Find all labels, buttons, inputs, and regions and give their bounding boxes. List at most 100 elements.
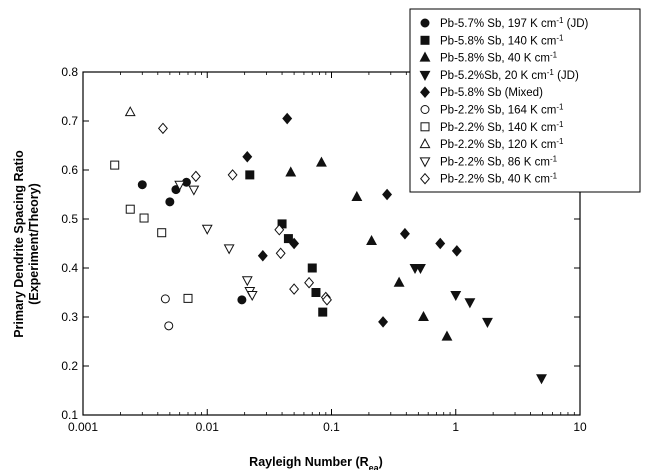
data-point bbox=[157, 228, 167, 238]
data-point bbox=[415, 264, 426, 275]
series-group bbox=[174, 180, 258, 302]
data-point bbox=[183, 293, 193, 303]
data-point bbox=[283, 234, 293, 244]
data-point bbox=[382, 188, 393, 201]
data-points bbox=[110, 106, 547, 385]
series-group bbox=[242, 112, 462, 328]
x-tick-label: 10 bbox=[573, 420, 587, 434]
legend-marker bbox=[420, 105, 430, 114]
data-point bbox=[223, 244, 235, 255]
x-axis-title-end: ) bbox=[379, 455, 383, 469]
legend-marker bbox=[420, 172, 430, 185]
x-axis-title: Rayleigh Number (Rea) bbox=[249, 455, 383, 470]
data-point bbox=[241, 276, 253, 287]
legend-label: Pb-5.8% Sb (Mixed) bbox=[440, 87, 543, 99]
y-axis-title-line1: Primary Dendrite Spacing Ratio bbox=[12, 150, 26, 338]
data-point bbox=[536, 374, 547, 385]
legend-label-superscript: -1 bbox=[556, 16, 564, 25]
legend-label-main: Pb-5.7% Sb, 197 K cm bbox=[440, 18, 556, 30]
data-point bbox=[201, 224, 213, 235]
data-point bbox=[441, 330, 453, 341]
y-tick-label: 0.4 bbox=[61, 261, 78, 275]
y-tick-label: 0.1 bbox=[61, 408, 78, 422]
legend-marker bbox=[420, 122, 430, 132]
legend-label-main: Pb-2.2% Sb, 40 K cm bbox=[440, 174, 550, 186]
legend-label-tail: (JD) bbox=[563, 18, 588, 30]
legend-label-main: Pb-5.8% Sb, 40 K cm bbox=[440, 53, 550, 65]
series-group bbox=[110, 160, 193, 303]
data-point bbox=[451, 245, 462, 257]
x-axis-title-subscript: ea bbox=[369, 463, 380, 470]
legend-entry: Pb-2.2% Sb, 140 K cm-1 bbox=[420, 119, 564, 134]
legend-entry: Pb-5.8% Sb, 40 K cm-1 bbox=[419, 50, 558, 65]
data-point bbox=[289, 283, 300, 295]
data-point bbox=[124, 106, 136, 117]
data-point bbox=[435, 237, 446, 250]
legend-label-superscript: -1 bbox=[550, 154, 558, 163]
data-point bbox=[157, 122, 168, 135]
data-point bbox=[450, 290, 462, 302]
data-point bbox=[164, 321, 174, 331]
legend-label: Pb-2.2% Sb, 164 K cm-1 bbox=[440, 102, 564, 117]
legend-label-superscript: -1 bbox=[550, 171, 558, 180]
legend-entry: Pb-2.2% Sb, 120 K cm-1 bbox=[419, 137, 564, 152]
data-point bbox=[351, 190, 363, 201]
legend-entry: Pb-5.8% Sb (Mixed) bbox=[420, 86, 543, 99]
data-point bbox=[227, 169, 238, 181]
legend-label-superscript: -1 bbox=[550, 50, 558, 59]
y-axis-title: Primary Dendrite Spacing Ratio (Experime… bbox=[12, 150, 41, 338]
legend-marker bbox=[419, 157, 431, 168]
legend-label-main: Pb-2.2% Sb, 164 K cm bbox=[440, 105, 556, 117]
legend-label: Pb-5.8% Sb, 40 K cm-1 bbox=[440, 50, 558, 65]
legend-label-superscript: -1 bbox=[556, 102, 564, 111]
series-group bbox=[285, 156, 453, 341]
data-point bbox=[275, 247, 286, 260]
legend-marker bbox=[419, 70, 431, 81]
axis-ticks: 0.1 0.2 0.3 0.4 0.5 0.6 0.7 0.8 0.001 0.01 0.1 1 10 bbox=[61, 65, 587, 434]
data-point bbox=[125, 204, 135, 214]
legend-label-tail: (JD) bbox=[554, 70, 579, 82]
legend-label: Pb-5.2%Sb, 20 K cm-1 (JD) bbox=[440, 67, 579, 82]
x-tick-label: 0.001 bbox=[68, 420, 98, 434]
legend-entry: Pb-2.2% Sb, 86 K cm-1 bbox=[419, 154, 558, 168]
data-point bbox=[399, 227, 410, 240]
series-group bbox=[160, 294, 174, 331]
series-group bbox=[137, 177, 247, 305]
legend-label-superscript: -1 bbox=[556, 137, 564, 146]
legend-marker bbox=[419, 138, 431, 149]
legend-label-superscript: -1 bbox=[556, 33, 564, 42]
y-axis-title-line2: (Experiment/Theory) bbox=[27, 183, 41, 305]
data-point bbox=[139, 213, 149, 223]
x-tick-label: 1 bbox=[452, 420, 459, 434]
x-axis-title-main: Rayleigh Number (R bbox=[249, 455, 368, 469]
legend-label-superscript: -1 bbox=[556, 119, 564, 128]
legend-label: Pb-2.2% Sb, 120 K cm-1 bbox=[440, 137, 564, 152]
series-group bbox=[245, 170, 328, 317]
legend-box bbox=[409, 8, 641, 193]
legend-label: Pb-5.7% Sb, 197 K cm-1 (JD) bbox=[440, 16, 589, 31]
data-point bbox=[274, 224, 285, 236]
series-group bbox=[124, 106, 136, 117]
data-point bbox=[378, 316, 389, 328]
legend-label-main: Pb-2.2% Sb, 120 K cm bbox=[440, 139, 556, 151]
data-point bbox=[188, 185, 200, 196]
legend-label: Pb-2.2% Sb, 40 K cm-1 bbox=[440, 171, 558, 186]
data-point bbox=[174, 180, 186, 191]
x-tick-label: 0.01 bbox=[196, 420, 220, 434]
legend-label: Pb-5.8% Sb, 140 K cm-1 bbox=[440, 33, 564, 48]
data-point bbox=[418, 310, 429, 321]
data-point bbox=[242, 151, 253, 163]
y-tick-label: 0.6 bbox=[61, 163, 78, 177]
legend-entry: Pb-5.8% Sb, 140 K cm-1 bbox=[420, 33, 564, 48]
data-point bbox=[482, 317, 493, 328]
legend-label-main: Pb-5.8% Sb (Mixed) bbox=[440, 87, 543, 99]
y-tick-label: 0.7 bbox=[61, 114, 78, 128]
legend-label: Pb-2.2% Sb, 140 K cm-1 bbox=[440, 119, 564, 134]
data-point bbox=[165, 197, 175, 207]
legend-label-main: Pb-5.8% Sb, 140 K cm bbox=[440, 35, 556, 47]
data-point bbox=[366, 234, 377, 246]
legend-entry: Pb-5.7% Sb, 197 K cm-1 (JD) bbox=[420, 16, 589, 31]
legend-marker bbox=[420, 35, 430, 45]
data-point bbox=[311, 288, 321, 297]
